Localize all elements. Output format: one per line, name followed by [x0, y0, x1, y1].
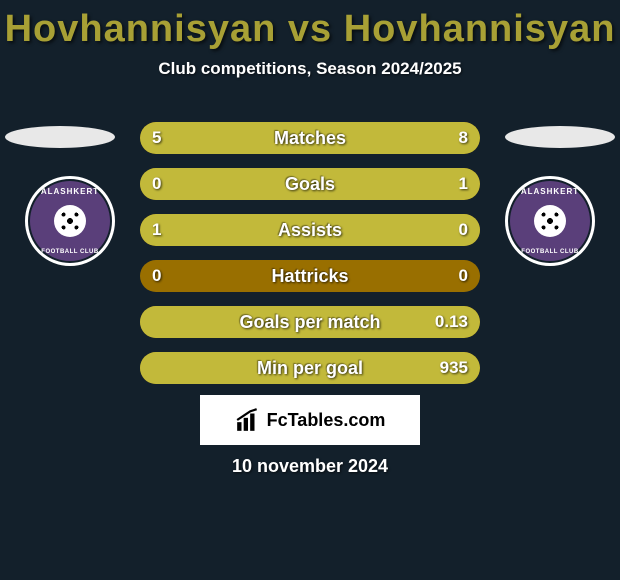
- soccer-ball-icon: [534, 205, 566, 237]
- page-title: Hovhannisyan vs Hovhannisyan: [0, 0, 620, 51]
- brand-text: FcTables.com: [267, 410, 386, 431]
- stat-bar-row: 935Min per goal: [140, 352, 480, 384]
- date-text: 10 november 2024: [0, 456, 620, 477]
- chart-icon: [235, 407, 261, 433]
- club-badge-inner: ALASHKERT FOOTBALL CLUB: [30, 181, 110, 261]
- brand-badge: FcTables.com: [200, 395, 420, 445]
- stat-bar-row: 10Assists: [140, 214, 480, 246]
- bar-label: Min per goal: [140, 352, 480, 384]
- player-platform-left: [5, 126, 115, 148]
- subtitle: Club competitions, Season 2024/2025: [0, 59, 620, 79]
- bar-label: Matches: [140, 122, 480, 154]
- badge-bottom-text: FOOTBALL CLUB: [41, 249, 98, 255]
- player-platform-right: [505, 126, 615, 148]
- stat-bar-row: 01Goals: [140, 168, 480, 200]
- badge-bottom-text: FOOTBALL CLUB: [521, 249, 578, 255]
- stat-bar-row: 58Matches: [140, 122, 480, 154]
- stat-bars: 58Matches 01Goals 10Assists 00Hattricks 0.13…: [140, 122, 480, 398]
- club-badge-right: ALASHKERT FOOTBALL CLUB: [505, 176, 595, 266]
- badge-top-text: ALASHKERT: [521, 187, 579, 196]
- bar-label: Hattricks: [140, 260, 480, 292]
- bar-label: Assists: [140, 214, 480, 246]
- stat-bar-row: 00Hattricks: [140, 260, 480, 292]
- club-badge-inner: ALASHKERT FOOTBALL CLUB: [510, 181, 590, 261]
- badge-top-text: ALASHKERT: [41, 187, 99, 196]
- club-badge-left: ALASHKERT FOOTBALL CLUB: [25, 176, 115, 266]
- bar-label: Goals: [140, 168, 480, 200]
- bar-label: Goals per match: [140, 306, 480, 338]
- comparison-infographic: Hovhannisyan vs Hovhannisyan Club compet…: [0, 0, 620, 580]
- stat-bar-row: 0.13Goals per match: [140, 306, 480, 338]
- soccer-ball-icon: [54, 205, 86, 237]
